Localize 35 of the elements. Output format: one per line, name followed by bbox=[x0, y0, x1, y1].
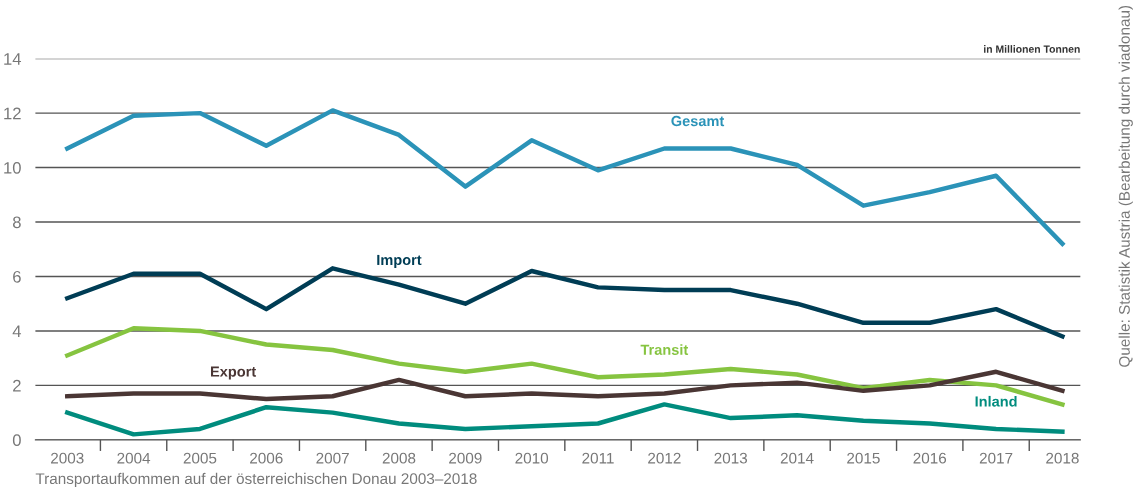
y-axis-title: in Millionen Tonnen bbox=[984, 45, 1080, 53]
x-tick-label: 2003 bbox=[51, 452, 84, 464]
line-series bbox=[65, 325, 1065, 407]
series-label: Gesamt bbox=[671, 115, 725, 127]
x-tick-label: 2017 bbox=[979, 452, 1013, 464]
line-series bbox=[65, 266, 1065, 339]
x-tick-label: 2007 bbox=[316, 452, 349, 464]
x-tick-label: 2005 bbox=[183, 452, 217, 464]
x-tick-label: 2012 bbox=[648, 452, 681, 464]
series-label: Inland bbox=[975, 395, 1017, 407]
line-series bbox=[65, 108, 1065, 247]
y-tick-label: 0 bbox=[12, 434, 21, 447]
source-note: Quelle: Statistik Austria (Bearbeitung durch viadonau) bbox=[1118, 5, 1133, 367]
y-tick-label: 8 bbox=[12, 216, 21, 229]
series-label: Export bbox=[210, 366, 257, 380]
x-tick-label: 2004 bbox=[117, 452, 151, 464]
text: Transportaufkommen auf der österreichischen Donau 2003–2018 bbox=[35, 472, 477, 488]
y-tick-label: 6 bbox=[13, 270, 21, 283]
x-tick-label: 2011 bbox=[582, 452, 614, 464]
y-tick-label: 14 bbox=[4, 53, 22, 65]
y-tick-label: 10 bbox=[4, 161, 21, 174]
x-tick-label: 2009 bbox=[449, 452, 482, 464]
y-tick-label: 4 bbox=[12, 325, 22, 337]
x-tick-label: 2010 bbox=[515, 452, 549, 464]
y-tick-label: 12 bbox=[4, 107, 21, 120]
series-label: Transit bbox=[640, 344, 689, 355]
x-tick-label: 2014 bbox=[780, 452, 814, 464]
y-tick-label: 2 bbox=[13, 379, 21, 392]
series-label: Import bbox=[377, 254, 422, 268]
x-tick-label: 2008 bbox=[382, 452, 416, 464]
x-tick-label: 2013 bbox=[714, 452, 748, 464]
x-tick-label: 2006 bbox=[250, 452, 283, 464]
x-tick-label: 2016 bbox=[913, 452, 947, 464]
x-tick-label: 2018 bbox=[1046, 452, 1079, 464]
x-tick-label: 2015 bbox=[847, 452, 880, 464]
